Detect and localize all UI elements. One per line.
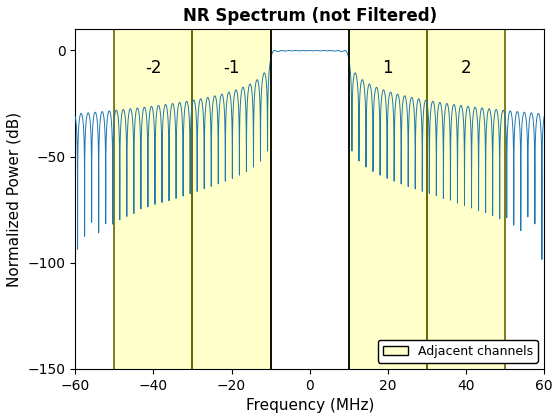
Bar bbox=[427, 29, 505, 369]
Title: NR Spectrum (not Filtered): NR Spectrum (not Filtered) bbox=[183, 7, 437, 25]
Text: 2: 2 bbox=[461, 59, 472, 77]
Bar bbox=[114, 29, 193, 369]
Bar bbox=[193, 29, 270, 369]
Text: -2: -2 bbox=[145, 59, 162, 77]
Y-axis label: Normalized Power (dB): Normalized Power (dB) bbox=[7, 111, 22, 286]
Bar bbox=[349, 29, 427, 369]
X-axis label: Frequency (MHz): Frequency (MHz) bbox=[245, 398, 374, 413]
Text: 1: 1 bbox=[382, 59, 393, 77]
Legend: Adjacent channels: Adjacent channels bbox=[378, 339, 538, 362]
Text: -1: -1 bbox=[223, 59, 240, 77]
